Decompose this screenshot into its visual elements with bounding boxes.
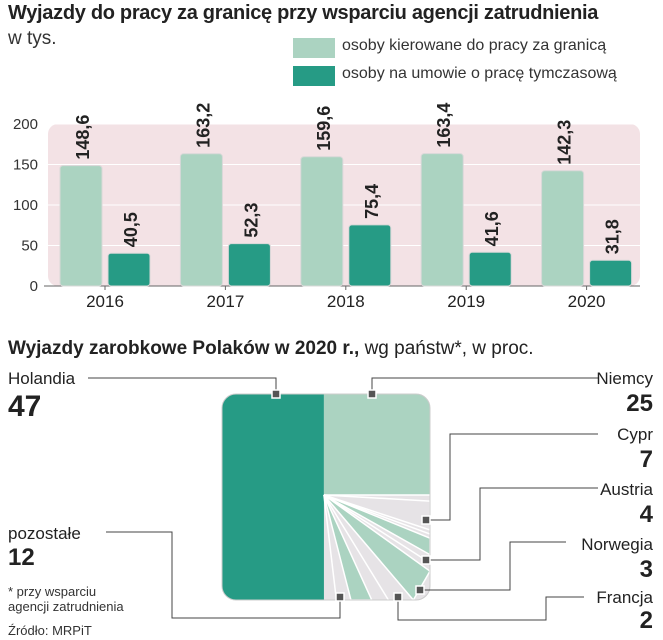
bar (420, 153, 464, 287)
legend-swatch-light (293, 38, 335, 58)
bar (227, 243, 271, 287)
x-tick-label: 2016 (86, 292, 124, 311)
leader-line-holandia (88, 377, 277, 394)
y-tick-label: 100 (13, 197, 38, 214)
x-tick-label: 2018 (327, 292, 365, 311)
slice-separator (323, 494, 430, 535)
bar-chart-unit: w tys. (8, 28, 57, 49)
slice-separator (323, 494, 430, 564)
leader-line-pozostale (106, 531, 341, 619)
y-tick-label: 50 (21, 238, 38, 255)
x-tick-label: 2017 (206, 292, 244, 311)
bar-value-label: 75,4 (362, 184, 382, 219)
footnote-line-1: * przy wsparciu (8, 584, 97, 599)
bar (541, 170, 585, 287)
bar-chart: 0 50 100 150 200 148,6 40,5 2016 163,2 52,3 2017 15… (13, 103, 640, 311)
leader-marker-austria (421, 555, 431, 565)
pie-value-holandia: 47 (8, 390, 42, 423)
pie-value-cypr: 7 (639, 446, 653, 473)
pie-label-niemcy: Niemcy (596, 369, 653, 388)
pie-slice-cypr (323, 494, 430, 531)
pie-label-holandia: Holandia (8, 369, 76, 388)
bar-value-label: 163,2 (193, 103, 213, 148)
bar (179, 153, 223, 287)
pie-chart-title: Wyjazdy zarobkowe Polaków w 2020 r., wg … (8, 338, 534, 360)
leader-marker-pozostale (335, 592, 345, 602)
bar (468, 251, 512, 287)
footnote-line-2: agencji zatrudnienia (8, 599, 124, 614)
bar-value-label: 31,8 (603, 219, 623, 254)
legend-label-dark: osoby na umowie o pracę tymczasową (342, 65, 617, 82)
y-tick-label: 200 (13, 116, 38, 133)
leader-marker-francja (393, 592, 403, 602)
leader-marker-cypr (421, 515, 431, 525)
pie-label-austria: Austria (600, 480, 653, 499)
legend-swatch-dark (293, 66, 335, 86)
pie-title-rest: wg państw*, w proc. (359, 338, 534, 359)
pie-label-pozostale: pozostałe (8, 524, 81, 543)
pie-frame (221, 393, 431, 601)
x-tick-label: 2020 (568, 292, 606, 311)
pie-slice-holandia (222, 394, 324, 600)
bar (348, 224, 392, 287)
bar-value-label: 142,3 (555, 120, 575, 165)
source-note: Źródło: MRPiT (8, 623, 92, 638)
leader-marker-niemcy (367, 389, 377, 399)
leader-marker-holandia (271, 389, 281, 399)
pie-title-bold: Wyjazdy zarobkowe Polaków w 2020 r., (8, 338, 360, 359)
leader-line-austria (426, 487, 598, 561)
slice-separator (323, 494, 390, 600)
bar (300, 156, 344, 287)
bar-value-label: 41,6 (482, 211, 502, 246)
bar-value-label: 52,3 (241, 203, 261, 238)
pie-slices (222, 394, 430, 600)
pie-label-cypr: Cypr (617, 425, 653, 444)
pie-value-niemcy: 25 (626, 390, 653, 417)
bar (107, 252, 151, 287)
leader-marker-norwegia (415, 585, 425, 595)
leader-line-cypr (426, 433, 598, 521)
leader-line-norwegia (420, 541, 566, 591)
bar-value-label: 148,6 (73, 115, 93, 160)
pie-slice-niemcy (323, 394, 430, 495)
pie-slice-austria (323, 494, 430, 556)
bar (589, 259, 633, 287)
bar-value-label: 40,5 (121, 212, 141, 247)
pie-value-pozostale: 12 (8, 544, 35, 571)
legend-label-light: osoby kierowane do pracy za granicą (342, 37, 607, 54)
pie-value-austria: 4 (639, 501, 653, 528)
bar-value-label: 159,6 (314, 106, 334, 151)
slice-separator (323, 494, 338, 600)
pie-label-francja: Francja (596, 588, 653, 607)
y-tick-label: 0 (30, 278, 38, 295)
leader-line-niemcy (371, 377, 598, 394)
bar (59, 165, 103, 287)
bar-chart-title: Wyjazdy do pracy za granicę przy wsparci… (8, 2, 599, 24)
x-tick-label: 2019 (447, 292, 485, 311)
pie-value-norwegia: 3 (639, 556, 653, 583)
bar-value-label: 163,4 (434, 103, 454, 148)
leader-line-francja (397, 596, 584, 621)
pie-value-francja: 2 (639, 607, 653, 634)
pie-slice-francja (323, 494, 373, 600)
pie-label-norwegia: Norwegia (581, 535, 653, 554)
y-tick-label: 150 (13, 157, 38, 174)
